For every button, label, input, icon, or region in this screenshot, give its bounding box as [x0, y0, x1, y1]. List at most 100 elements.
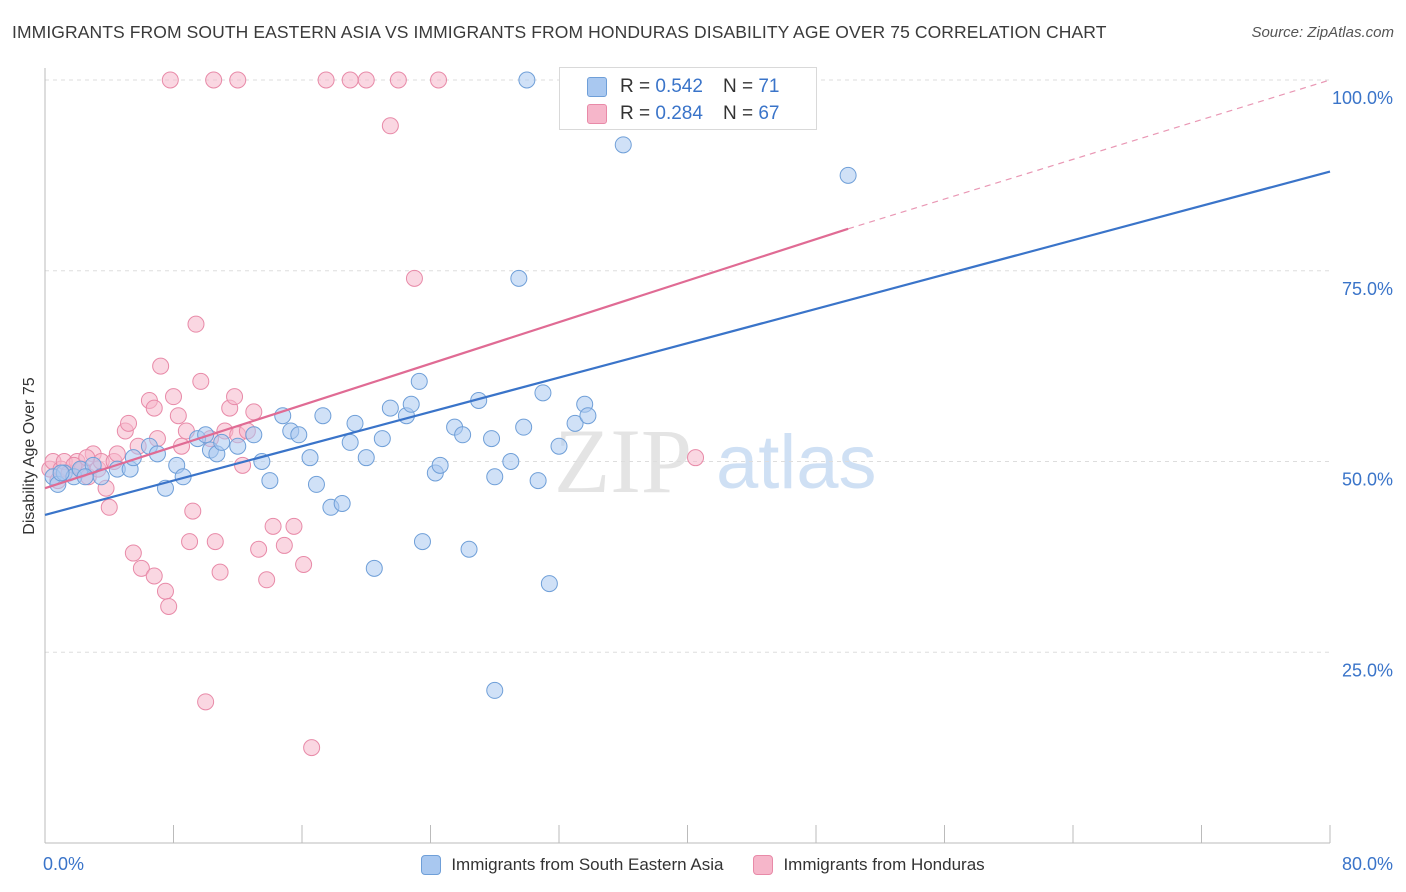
n-value: 71: [758, 76, 780, 97]
stats-row-blue: R = 0.542 N = 71: [620, 75, 779, 99]
data-point-honduras: [405, 269, 423, 287]
legend-swatch-blue: [421, 855, 442, 875]
data-point-honduras: [245, 403, 263, 421]
data-point-south-eastern-asia: [515, 418, 533, 436]
legend-label: Immigrants from Honduras: [783, 855, 985, 874]
data-point-honduras: [211, 563, 229, 581]
tick-labels: 100.0% 75.0% 50.0% 25.0% 0.0% 80.0%: [43, 88, 1393, 874]
data-point-south-eastern-asia: [301, 449, 319, 467]
data-point-south-eastern-asia: [534, 384, 552, 402]
data-point-south-eastern-asia: [460, 540, 478, 558]
y-tick-label: 50.0%: [1342, 470, 1393, 490]
data-point-honduras: [250, 540, 268, 558]
data-point-honduras: [303, 739, 321, 757]
trend-line-pink-extension: [847, 79, 1331, 230]
data-point-south-eastern-asia: [486, 468, 504, 486]
data-point-honduras: [229, 71, 247, 89]
n-label: N =: [722, 76, 754, 97]
trend-line-pink: [44, 227, 849, 490]
data-point-honduras: [145, 399, 163, 417]
legend-item-south-eastern-asia[interactable]: Immigrants from South Eastern Asia: [421, 855, 723, 875]
data-point-honduras: [100, 498, 118, 516]
r-value: 0.284: [655, 103, 703, 124]
legend-item-honduras[interactable]: Immigrants from Honduras: [753, 855, 985, 875]
data-point-south-eastern-asia: [510, 269, 528, 287]
data-point-south-eastern-asia: [566, 414, 584, 432]
data-point-honduras: [120, 414, 138, 432]
data-point-honduras: [389, 71, 407, 89]
data-point-south-eastern-asia: [229, 437, 247, 455]
data-point-south-eastern-asia: [550, 437, 568, 455]
data-point-honduras: [184, 502, 202, 520]
data-point-south-eastern-asia: [529, 472, 547, 490]
data-point-south-eastern-asia: [261, 472, 279, 490]
data-point-honduras: [132, 559, 150, 577]
data-point-south-eastern-asia: [245, 426, 263, 444]
data-point-honduras: [156, 582, 174, 600]
data-point-south-eastern-asia: [486, 681, 504, 699]
data-point-honduras: [357, 71, 375, 89]
data-point-honduras: [264, 517, 282, 535]
r-label: R =: [620, 103, 651, 124]
data-point-south-eastern-asia: [579, 407, 597, 425]
data-point-honduras: [205, 71, 223, 89]
data-point-honduras: [341, 71, 359, 89]
data-point-south-eastern-asia: [502, 453, 520, 470]
data-point-south-eastern-asia: [290, 426, 308, 444]
data-point-south-eastern-asia: [333, 494, 351, 512]
data-point-south-eastern-asia: [357, 449, 375, 467]
data-point-honduras: [165, 388, 182, 406]
data-point-honduras: [206, 533, 224, 551]
data-point-honduras: [197, 693, 215, 711]
x-tick-label: 0.0%: [43, 854, 84, 874]
axes: [44, 68, 1331, 844]
data-point-south-eastern-asia: [540, 575, 558, 593]
watermark-atlas: atlas: [716, 420, 877, 505]
data-point-honduras: [169, 407, 187, 425]
legend-label: Immigrants from South Eastern Asia: [451, 855, 724, 874]
data-point-south-eastern-asia: [307, 475, 325, 493]
stats-row-pink: R = 0.284 N = 67: [620, 102, 779, 126]
data-point-honduras: [275, 536, 293, 554]
data-point-south-eastern-asia: [454, 426, 472, 444]
chart-title: IMMIGRANTS FROM SOUTH EASTERN ASIA VS IM…: [12, 22, 1107, 42]
data-point-south-eastern-asia: [346, 414, 364, 432]
trend-line-blue: [44, 170, 1331, 516]
data-point-south-eastern-asia: [402, 395, 420, 413]
data-point-honduras: [187, 315, 205, 333]
bottom-legend: Immigrants from South Eastern Asia Immig…: [0, 852, 1406, 878]
y-tick-label: 25.0%: [1342, 660, 1393, 680]
data-point-honduras: [687, 449, 705, 467]
data-point-honduras: [192, 372, 210, 390]
r-value: 0.542: [655, 76, 703, 97]
data-point-honduras: [226, 388, 244, 406]
data-point-honduras: [258, 571, 276, 589]
data-point-south-eastern-asia: [413, 533, 431, 551]
legend-swatch-pink: [753, 855, 774, 875]
stats-legend-box: R = 0.542 N = 71 R = 0.284 N = 67: [559, 67, 817, 130]
y-tick-label: 100.0%: [1332, 88, 1393, 108]
y-axis-label: Disability Age Over 75: [21, 377, 38, 535]
watermark: ZIP atlas: [554, 410, 877, 512]
data-point-honduras: [295, 556, 313, 574]
n-value: 67: [758, 103, 780, 124]
data-point-south-eastern-asia: [614, 136, 632, 154]
data-point-honduras: [152, 357, 170, 375]
data-point-south-eastern-asia: [431, 456, 449, 474]
data-point-honduras: [381, 117, 399, 135]
x-tick-label: 80.0%: [1342, 854, 1393, 874]
data-point-honduras: [430, 71, 448, 89]
data-point-honduras: [108, 445, 126, 463]
data-point-honduras: [161, 71, 179, 89]
trend-lines: [44, 79, 1331, 516]
data-point-south-eastern-asia: [365, 559, 383, 577]
data-point-honduras: [124, 544, 142, 562]
data-point-honduras: [317, 71, 335, 89]
data-point-south-eastern-asia: [518, 71, 536, 89]
data-point-south-eastern-asia: [483, 430, 501, 448]
data-point-south-eastern-asia: [839, 166, 857, 184]
data-point-honduras: [145, 567, 163, 585]
data-point-south-eastern-asia: [410, 372, 428, 390]
data-point-south-eastern-asia: [341, 433, 359, 451]
